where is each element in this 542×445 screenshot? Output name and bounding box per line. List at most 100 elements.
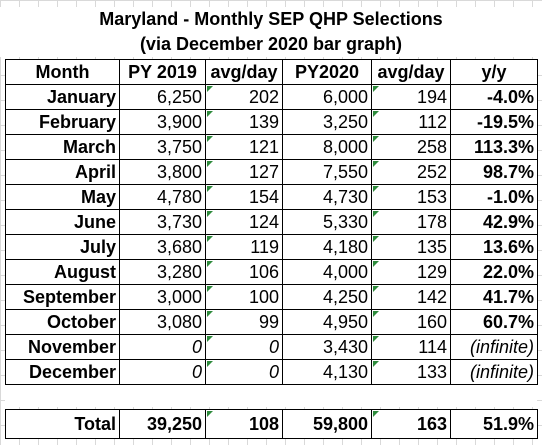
cell-avg-2019[interactable]: 0 [205,334,283,360]
cell-yoy[interactable]: -19.5% [450,109,538,135]
cell-py2019[interactable]: 3,080 [119,309,206,335]
cell-warning-marker [372,235,379,242]
cell-py2019[interactable]: 3,900 [119,109,206,135]
cell-warning-marker [206,135,213,142]
total-yoy[interactable]: 51.9% [450,409,538,439]
header-avg-day-2020[interactable]: avg/day [371,59,451,85]
cell-avg-2019[interactable]: 99 [205,309,283,335]
table-row: October 3,080 99 4,950 160 60.7% [5,309,538,335]
cell-py2020[interactable]: 6,000 [282,84,372,110]
header-avg-day-2019[interactable]: avg/day [205,59,283,85]
cell-warning-marker [206,285,213,292]
cell-month[interactable]: May [5,184,120,210]
cell-py2020[interactable]: 4,730 [282,184,372,210]
cell-avg-2019[interactable]: 106 [205,259,283,285]
cell-avg-2019[interactable]: 121 [205,134,283,160]
cell-avg-2019[interactable]: 124 [205,209,283,235]
cell-yoy[interactable]: -1.0% [450,184,538,210]
cell-avg-2020[interactable]: 252 [371,159,451,185]
header-py2019[interactable]: PY 2019 [119,59,206,85]
cell-yoy[interactable]: 13.6% [450,234,538,260]
cell-py2019[interactable]: 6,250 [119,84,206,110]
cell-yoy[interactable]: 60.7% [450,309,538,335]
sheet-subtitle: (via December 2020 bar graph) [0,32,542,57]
cell-month[interactable]: December [5,359,120,385]
cell-yoy[interactable]: 42.9% [450,209,538,235]
cell-py2020[interactable]: 3,430 [282,334,372,360]
cell-avg-2019[interactable]: 139 [205,109,283,135]
cell-month[interactable]: September [5,284,120,310]
cell-avg-2019[interactable]: 119 [205,234,283,260]
cell-py2019[interactable]: 3,680 [119,234,206,260]
table-row: February 3,900 139 3,250 112 -19.5% [5,109,538,135]
cell-yoy[interactable]: (infinite) [450,334,538,360]
cell-py2020[interactable]: 7,550 [282,159,372,185]
cell-avg-2020[interactable]: 114 [371,334,451,360]
cell-month[interactable]: June [5,209,120,235]
cell-py2020[interactable]: 8,000 [282,134,372,160]
cell-avg-2020[interactable]: 178 [371,209,451,235]
total-py2019[interactable]: 39,250 [119,409,206,439]
cell-avg-2020[interactable]: 160 [371,309,451,335]
cell-py2020[interactable]: 4,250 [282,284,372,310]
cell-avg-2020[interactable]: 142 [371,284,451,310]
cell-warning-marker [372,85,379,92]
cell-warning-marker [206,85,213,92]
cell-avg-2019[interactable]: 127 [205,159,283,185]
total-py2020[interactable]: 59,800 [282,409,372,439]
cell-avg-2020[interactable]: 194 [371,84,451,110]
cell-avg-2019[interactable]: 0 [205,359,283,385]
cell-warning-marker [372,160,379,167]
cell-py2020[interactable]: 4,180 [282,234,372,260]
cell-py2019[interactable]: 3,280 [119,259,206,285]
cell-py2020[interactable]: 5,330 [282,209,372,235]
cell-warning-marker [372,210,379,217]
cell-yoy[interactable]: 98.7% [450,159,538,185]
total-label[interactable]: Total [5,409,120,439]
cell-month[interactable]: March [5,134,120,160]
cell-avg-2020[interactable]: 129 [371,259,451,285]
cell-py2020[interactable]: 4,000 [282,259,372,285]
cell-py2019[interactable]: 3,000 [119,284,206,310]
header-yoy[interactable]: y/y [450,59,538,85]
cell-py2020[interactable]: 3,250 [282,109,372,135]
cell-warning-marker [372,285,379,292]
cell-avg-2019[interactable]: 100 [205,284,283,310]
cell-py2020[interactable]: 4,130 [282,359,372,385]
cell-avg-2019[interactable]: 154 [205,184,283,210]
cell-avg-2020[interactable]: 133 [371,359,451,385]
cell-yoy[interactable]: 22.0% [450,259,538,285]
cell-month[interactable]: July [5,234,120,260]
cell-avg-2020[interactable]: 258 [371,134,451,160]
header-py2020[interactable]: PY2020 [282,59,372,85]
cell-month[interactable]: January [5,84,120,110]
cell-yoy[interactable]: -4.0% [450,84,538,110]
cell-month[interactable]: November [5,334,120,360]
cell-warning-marker [372,135,379,142]
cell-py2019[interactable]: 4,780 [119,184,206,210]
cell-month[interactable]: April [5,159,120,185]
header-month[interactable]: Month [5,59,120,85]
cell-yoy[interactable]: (infinite) [450,359,538,385]
total-avg-2019[interactable]: 108 [205,409,283,439]
cell-yoy[interactable]: 113.3% [450,134,538,160]
total-avg-2020[interactable]: 163 [371,409,451,439]
cell-avg-2019[interactable]: 202 [205,84,283,110]
cell-month[interactable]: August [5,259,120,285]
cell-warning-marker [372,335,379,342]
table-row: August 3,280 106 4,000 129 22.0% [5,259,538,285]
cell-month[interactable]: February [5,109,120,135]
cell-avg-2020[interactable]: 135 [371,234,451,260]
cell-py2020[interactable]: 4,950 [282,309,372,335]
table-row: May 4,780 154 4,730 153 -1.0% [5,184,538,210]
cell-yoy[interactable]: 41.7% [450,284,538,310]
cell-py2019[interactable]: 3,730 [119,209,206,235]
cell-py2019[interactable]: 0 [119,359,206,385]
cell-py2019[interactable]: 3,800 [119,159,206,185]
cell-avg-2020[interactable]: 112 [371,109,451,135]
cell-py2019[interactable]: 3,750 [119,134,206,160]
cell-avg-2020[interactable]: 153 [371,184,451,210]
cell-py2019[interactable]: 0 [119,334,206,360]
cell-month[interactable]: October [5,309,120,335]
cell-warning-marker [372,185,379,192]
